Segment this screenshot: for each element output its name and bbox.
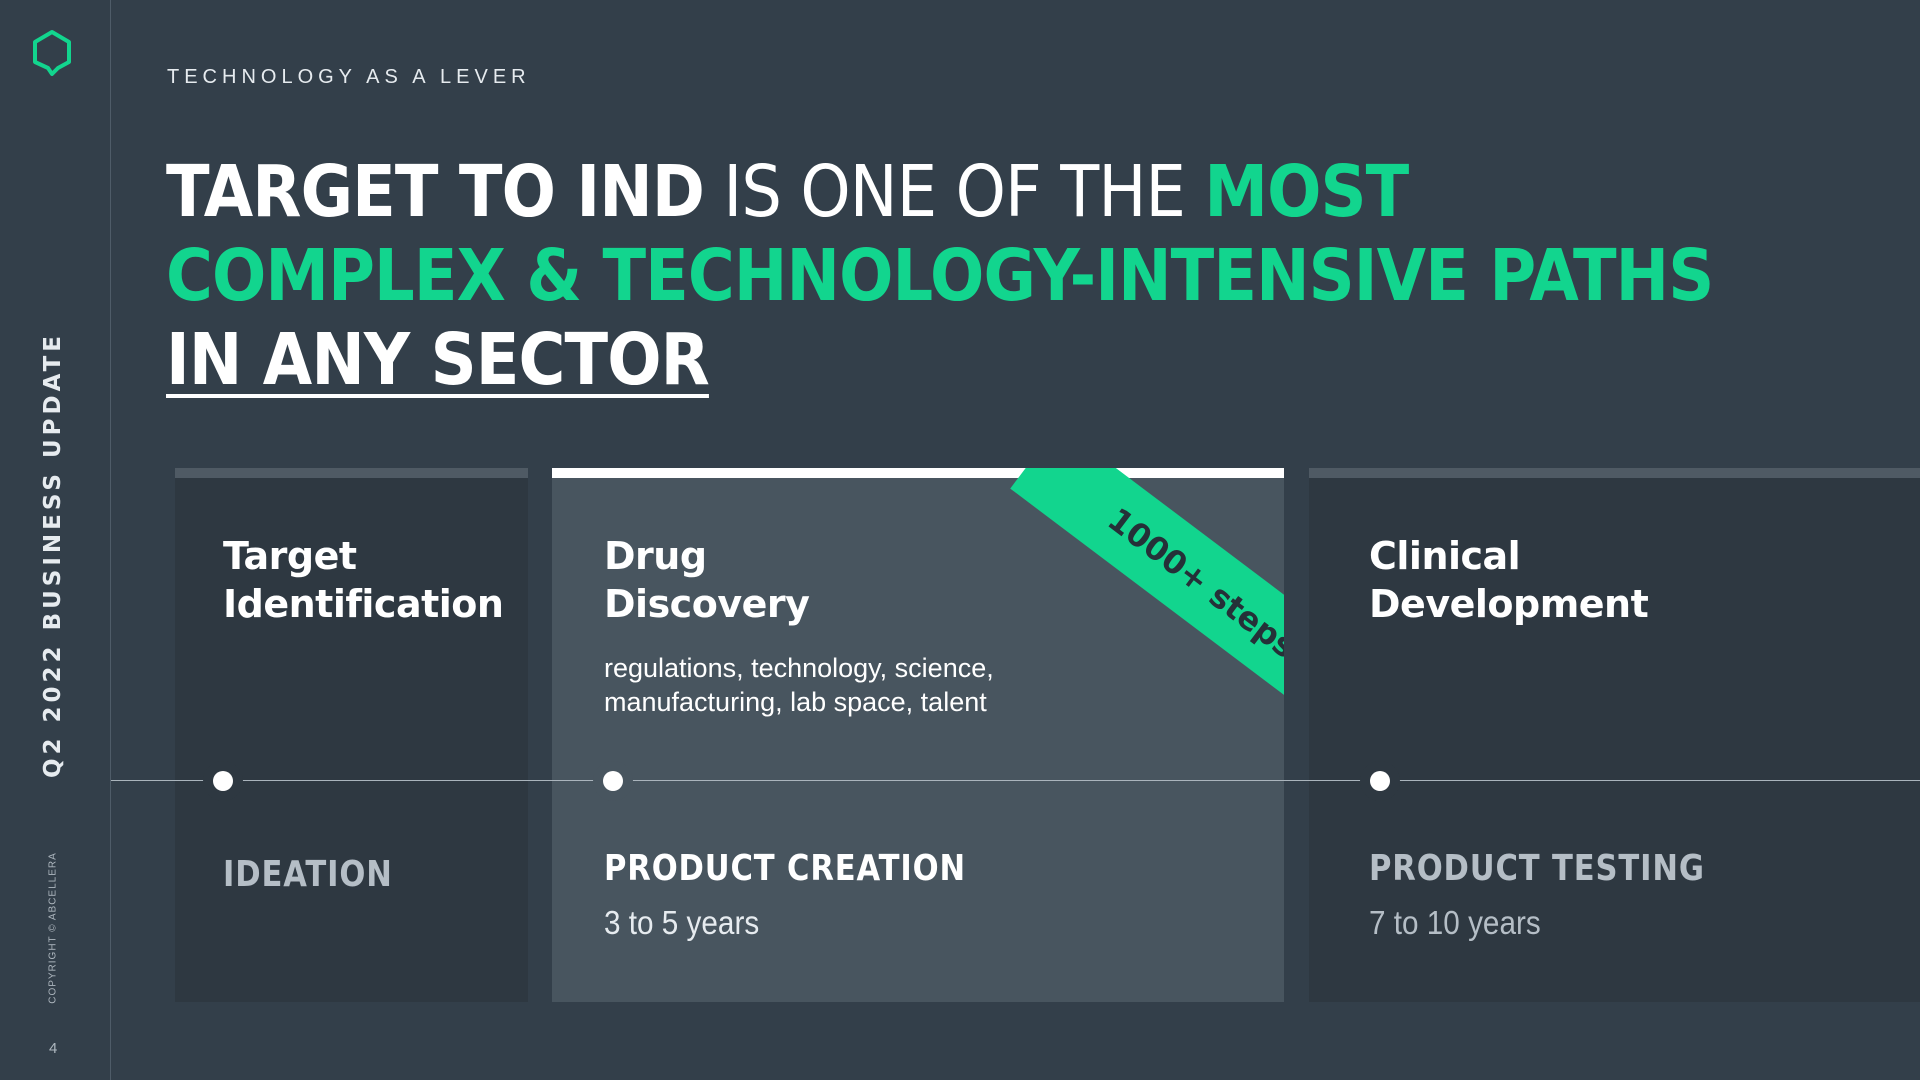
card-description-line: manufacturing, lab space, talent <box>604 687 987 717</box>
card-title-line: Identification <box>223 582 504 626</box>
phase-label: PRODUCT TESTING <box>1369 848 1705 889</box>
timeline-dot <box>213 771 233 791</box>
duration-label: 3 to 5 years <box>604 904 760 941</box>
timeline-line <box>111 780 1920 781</box>
slide-eyebrow: TECHNOLOGY AS A LEVER <box>167 66 531 88</box>
stage-card-target-identification: Target Identification IDEATION <box>175 468 528 1002</box>
headline-bold-part: TARGET TO IND <box>166 150 705 233</box>
card-title: Drug Discovery <box>604 532 810 628</box>
card-top-bar <box>552 468 1284 478</box>
stage-card-drug-discovery: 1000+ steps Drug Discovery regulations, … <box>552 468 1284 1002</box>
page-number: 4 <box>49 1040 58 1057</box>
sidebar: Q2 2022 BUSINESS UPDATE COPYRIGHT © ABCE… <box>0 0 111 1080</box>
phase-label: IDEATION <box>223 854 393 895</box>
headline-green-part: MOST COMPLEX & TECHNOLOGY-INTENSIVE PATH… <box>166 150 1714 317</box>
duration-label: 7 to 10 years <box>1369 904 1541 941</box>
timeline-dot <box>1370 771 1390 791</box>
card-title-line: Clinical <box>1369 534 1521 578</box>
card-title: Clinical Development <box>1369 532 1649 628</box>
card-top-bar <box>175 468 528 478</box>
card-title-line: Drug <box>604 534 707 578</box>
card-title-line: Discovery <box>604 582 810 626</box>
vertical-report-title: Q2 2022 BUSINESS UPDATE <box>40 331 66 779</box>
headline-regular-part: IS ONE OF THE <box>703 150 1205 233</box>
steps-ribbon: 1000+ steps <box>1010 468 1284 742</box>
card-top-bar <box>1309 468 1920 478</box>
phase-label: PRODUCT CREATION <box>604 848 966 889</box>
slide-headline: TARGET TO IND IS ONE OF THE MOST COMPLEX… <box>166 150 1714 402</box>
card-title: Target Identification <box>223 532 504 628</box>
hexagon-logo-icon <box>33 30 71 76</box>
card-description: regulations, technology, science, manufa… <box>604 651 994 719</box>
card-description-line: regulations, technology, science, <box>604 653 994 683</box>
card-title-line: Development <box>1369 582 1649 626</box>
card-title-line: Target <box>223 534 357 578</box>
copyright-text: COPYRIGHT © ABCELLERA <box>47 852 59 1004</box>
stage-card-clinical-development: Clinical Development PRODUCT TESTING 7 t… <box>1309 468 1920 1002</box>
timeline-dot <box>603 771 623 791</box>
headline-underlined-part: IN ANY SECTOR <box>166 318 710 401</box>
